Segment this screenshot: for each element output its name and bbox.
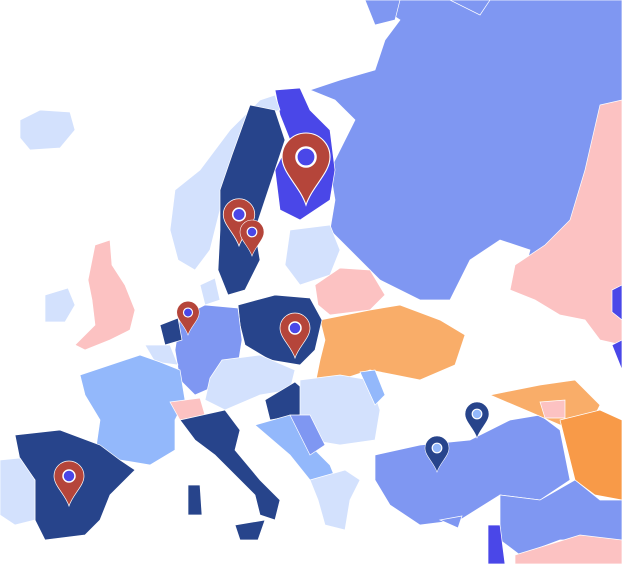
map-pin-icon[interactable] bbox=[176, 301, 200, 336]
region-east-edge[interactable] bbox=[611, 284, 622, 371]
region-belgium[interactable] bbox=[144, 344, 179, 366]
region-cyprus[interactable] bbox=[438, 515, 463, 529]
region-uk[interactable] bbox=[74, 239, 136, 351]
region-belarus[interactable] bbox=[314, 267, 386, 316]
region-sweden[interactable] bbox=[217, 104, 286, 296]
region-russia-islands bbox=[364, 0, 491, 26]
region-greece[interactable] bbox=[309, 469, 361, 531]
region-sardinia[interactable] bbox=[187, 484, 203, 516]
region-denmark[interactable] bbox=[199, 277, 221, 306]
region-saudi[interactable] bbox=[514, 534, 622, 564]
region-kazakhstan[interactable] bbox=[509, 99, 622, 346]
region-sicily[interactable] bbox=[234, 519, 266, 541]
region-portugal[interactable] bbox=[0, 457, 36, 526]
region-levant[interactable] bbox=[487, 524, 506, 564]
map-pin-icon[interactable] bbox=[424, 435, 450, 473]
region-iceland[interactable] bbox=[19, 109, 76, 151]
region-czech-austria[interactable] bbox=[204, 354, 296, 411]
region-moldova[interactable] bbox=[359, 369, 386, 406]
map-pin-icon[interactable] bbox=[281, 132, 331, 207]
map-pin-icon[interactable] bbox=[279, 312, 311, 360]
region-serbia[interactable] bbox=[289, 414, 326, 456]
map-pin-icon[interactable] bbox=[239, 219, 265, 257]
region-ukraine[interactable] bbox=[314, 304, 466, 386]
region-georgia[interactable] bbox=[539, 399, 566, 419]
region-ireland[interactable] bbox=[44, 287, 76, 323]
region-italy[interactable] bbox=[179, 409, 281, 521]
markers-layer bbox=[53, 132, 490, 508]
map-pin-icon[interactable] bbox=[464, 401, 490, 439]
region-netherlands[interactable] bbox=[159, 317, 183, 346]
map-pin-icon[interactable] bbox=[53, 460, 85, 508]
region-france[interactable] bbox=[79, 354, 186, 466]
